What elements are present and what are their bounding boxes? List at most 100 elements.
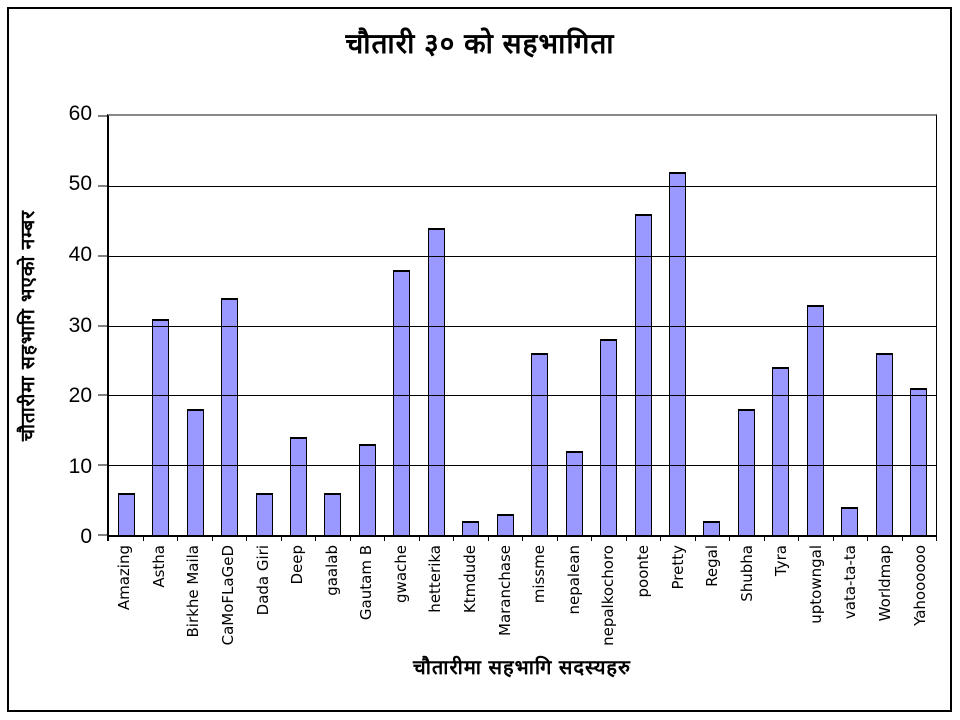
bar-Yahoooooo xyxy=(910,388,928,535)
x-category: Maranchase xyxy=(487,545,522,647)
x-category: Pretty xyxy=(660,545,695,647)
gridline-10 xyxy=(109,465,936,467)
bar-poonte xyxy=(634,213,652,535)
x-tick-cell xyxy=(282,535,316,541)
gridline-30 xyxy=(109,325,936,327)
x-tick-cell xyxy=(454,535,489,541)
x-category-label-hetterika: hetterika xyxy=(426,545,445,613)
bar-slot xyxy=(591,116,625,535)
x-category: nepalkochoro xyxy=(591,545,626,647)
bar-slot xyxy=(867,116,901,535)
bar-slot xyxy=(316,116,350,535)
x-category-label-nepalean: nepalean xyxy=(564,545,583,615)
x-category: Birkhe Maila xyxy=(176,545,211,647)
gridline-50 xyxy=(109,185,936,187)
y-tick-mark-20 xyxy=(98,394,108,396)
x-category-label-uptowngal: uptowngal xyxy=(806,545,825,624)
x-category-label-Yahoooooo: Yahoooooo xyxy=(910,545,929,626)
x-category-label-Tyra: Tyra xyxy=(772,545,791,577)
x-tick-cell xyxy=(903,535,937,541)
x-category: Shubha xyxy=(729,545,764,647)
x-tick-cell xyxy=(765,535,799,541)
x-category-label-Worldmap: Worldmap xyxy=(876,545,894,622)
x-tick-cell xyxy=(213,535,247,541)
bar-Birkhe Maila xyxy=(186,409,204,535)
x-category-label-Gautam B: Gautam B xyxy=(357,545,376,621)
bar-Astha xyxy=(152,318,170,535)
x-tick-cell xyxy=(144,535,178,541)
bar-Dada Giri xyxy=(255,493,273,535)
bar-slot xyxy=(109,116,143,535)
x-category: gwache xyxy=(384,545,419,647)
x-category: Tyra xyxy=(764,545,799,647)
plot-area xyxy=(98,114,937,541)
x-category: Yahoooooo xyxy=(902,545,937,647)
x-tick-cell xyxy=(316,535,351,541)
bar-slot xyxy=(764,116,798,535)
y-axis-tick-labels: 0 10 20 30 40 50 60 xyxy=(38,102,92,548)
x-tick-cell xyxy=(523,535,558,541)
x-axis-category-labels: Amazing Astha Birkhe Maila CaMoFLaGeD Dada G… xyxy=(107,545,937,647)
x-category-label-Dada Giri: Dada Giri xyxy=(253,545,272,616)
x-tick-cell xyxy=(247,535,282,541)
y-tick-label-10: 10 xyxy=(68,454,92,478)
x-category: missme xyxy=(522,545,557,647)
x-category: CaMoFLaGeD xyxy=(211,545,246,647)
x-tick-cell xyxy=(799,535,834,541)
bar-slot xyxy=(695,116,729,535)
y-tick-label-50: 50 xyxy=(68,172,92,196)
y-tick-mark-10 xyxy=(98,464,108,466)
bar-Shubha xyxy=(737,409,755,535)
y-tick-mark-30 xyxy=(98,325,108,326)
x-tick-cell xyxy=(627,535,661,541)
x-category-label-gaalab: gaalab xyxy=(322,545,341,596)
x-category: Regal xyxy=(695,545,730,647)
bar-Tyra xyxy=(772,367,790,535)
x-tick-cell xyxy=(661,535,696,541)
gridline-40 xyxy=(109,255,936,257)
x-category-label-Deep: Deep xyxy=(288,545,307,585)
bar-slot xyxy=(901,116,935,535)
x-category-label-Amazing: Amazing xyxy=(115,545,134,611)
x-tick-cell xyxy=(489,535,523,541)
bar-slot xyxy=(522,116,556,535)
bar-slot xyxy=(626,116,660,535)
y-tick-label-60: 60 xyxy=(68,102,92,125)
bar-slot xyxy=(385,116,419,535)
x-category-label-vata-ta-ta: vata-ta-ta xyxy=(841,545,860,620)
bar-hetterika xyxy=(427,227,445,535)
x-category: Gautam B xyxy=(349,545,384,647)
bar-gwache xyxy=(393,269,411,535)
x-category-label-Pretty: Pretty xyxy=(668,545,687,590)
x-category: vata-ta-ta xyxy=(833,545,868,647)
x-axis-title: चौतारीमा सहभागि सदस्यहरु xyxy=(413,657,631,679)
x-tick-cell xyxy=(385,535,420,541)
bar-slot xyxy=(660,116,694,535)
x-category: Deep xyxy=(280,545,315,647)
x-category: gaalab xyxy=(314,545,349,647)
y-tick-label-30: 30 xyxy=(68,313,92,337)
y-tick-mark-50 xyxy=(98,185,108,187)
x-category-label-Shubha: Shubha xyxy=(737,545,756,602)
x-category: poonte xyxy=(626,545,661,647)
chart-title: चौतारी ३० को सहभागिता xyxy=(345,28,615,59)
bar-slot xyxy=(247,116,281,535)
x-category-label-missme: missme xyxy=(530,545,549,604)
x-category-label-nepalkochoro: nepalkochoro xyxy=(599,545,618,646)
x-category: hetterika xyxy=(418,545,453,647)
bars-container xyxy=(109,116,936,535)
bar-slot xyxy=(212,116,246,535)
x-tick-cell xyxy=(178,535,213,541)
x-tick-cell xyxy=(558,535,592,541)
bar-slot xyxy=(419,116,453,535)
x-tick-cell xyxy=(730,535,765,541)
bar-slot xyxy=(281,116,315,535)
x-category: uptowngal xyxy=(799,545,834,647)
x-category: Astha xyxy=(142,545,177,647)
x-category-label-gwache: gwache xyxy=(391,545,410,603)
x-category: Dada Giri xyxy=(245,545,280,647)
x-category-label-poonte: poonte xyxy=(633,545,652,598)
x-tick-cell xyxy=(420,535,454,541)
y-tick-label-20: 20 xyxy=(68,383,92,407)
x-tick-cell xyxy=(109,535,144,541)
